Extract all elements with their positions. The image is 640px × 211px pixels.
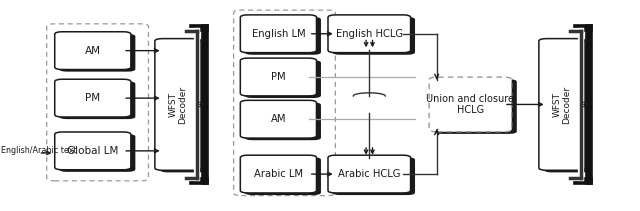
Text: AM: AM <box>84 46 101 56</box>
Text: English HCLG: English HCLG <box>336 29 403 39</box>
FancyBboxPatch shape <box>328 15 411 53</box>
FancyBboxPatch shape <box>60 34 136 72</box>
Text: PM: PM <box>271 72 285 82</box>
FancyBboxPatch shape <box>241 100 317 138</box>
Text: Arabic LM: Arabic LM <box>254 169 303 179</box>
FancyBboxPatch shape <box>60 134 136 172</box>
Text: English LM: English LM <box>252 29 305 39</box>
FancyBboxPatch shape <box>245 17 321 55</box>
FancyBboxPatch shape <box>55 32 131 69</box>
Text: Union and closure
HCLG: Union and closure HCLG <box>426 94 515 115</box>
FancyBboxPatch shape <box>160 41 206 172</box>
FancyBboxPatch shape <box>245 60 321 98</box>
Text: English/Arabic text: English/Arabic text <box>1 146 77 155</box>
FancyBboxPatch shape <box>333 17 415 55</box>
Text: WFST
Decoder: WFST Decoder <box>552 85 572 123</box>
FancyBboxPatch shape <box>155 39 201 170</box>
FancyBboxPatch shape <box>333 157 415 195</box>
FancyBboxPatch shape <box>539 39 585 170</box>
Text: WFST
Decoder: WFST Decoder <box>168 85 188 123</box>
Text: PM: PM <box>85 93 100 103</box>
FancyBboxPatch shape <box>245 157 321 195</box>
FancyBboxPatch shape <box>241 155 317 193</box>
FancyBboxPatch shape <box>55 132 131 170</box>
FancyBboxPatch shape <box>241 58 317 96</box>
FancyBboxPatch shape <box>245 103 321 140</box>
FancyBboxPatch shape <box>60 81 136 119</box>
FancyBboxPatch shape <box>435 79 517 134</box>
Text: AM: AM <box>271 114 286 124</box>
FancyBboxPatch shape <box>55 79 131 117</box>
Text: Global LM: Global LM <box>67 146 118 156</box>
Text: Arabic HCLG: Arabic HCLG <box>338 169 401 179</box>
FancyBboxPatch shape <box>429 77 512 132</box>
FancyBboxPatch shape <box>328 155 411 193</box>
FancyBboxPatch shape <box>544 41 590 172</box>
FancyBboxPatch shape <box>241 15 317 53</box>
